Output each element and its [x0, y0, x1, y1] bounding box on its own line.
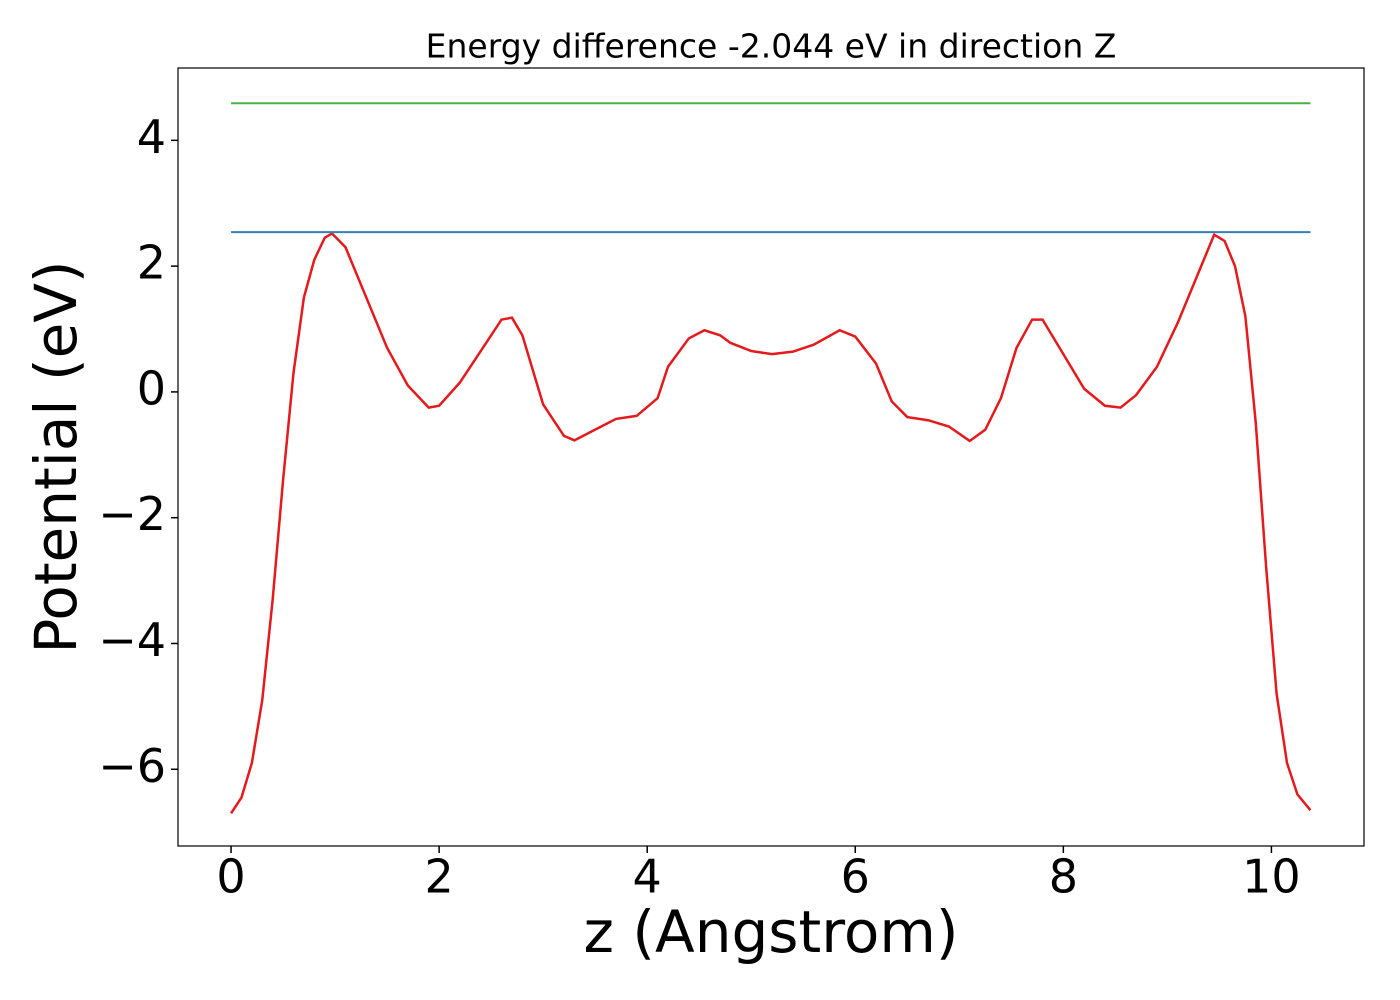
line: [230, 231, 1312, 814]
y-tick-label: 0: [137, 361, 166, 415]
x-tick-label: 10: [1242, 850, 1301, 904]
y-tick-label: −4: [98, 613, 166, 667]
plot-frame: [177, 67, 1365, 847]
x-tick-label: 0: [216, 850, 245, 904]
x-tick-label: 8: [1049, 850, 1078, 904]
x-axis-label: z (Angstrom): [584, 898, 959, 966]
y-tick-label: −6: [98, 739, 166, 793]
y-tick-label: 2: [137, 236, 166, 290]
x-tick-label: 4: [633, 850, 662, 904]
x-tick-label: 2: [424, 850, 453, 904]
chart-title: Energy difference -2.044 eV in direction…: [426, 27, 1117, 66]
y-tick-label: −2: [98, 487, 166, 541]
y-axis-label: Potential (eV): [22, 260, 90, 653]
y-tick-label: 4: [137, 110, 166, 164]
x-tick-label: 6: [841, 850, 870, 904]
